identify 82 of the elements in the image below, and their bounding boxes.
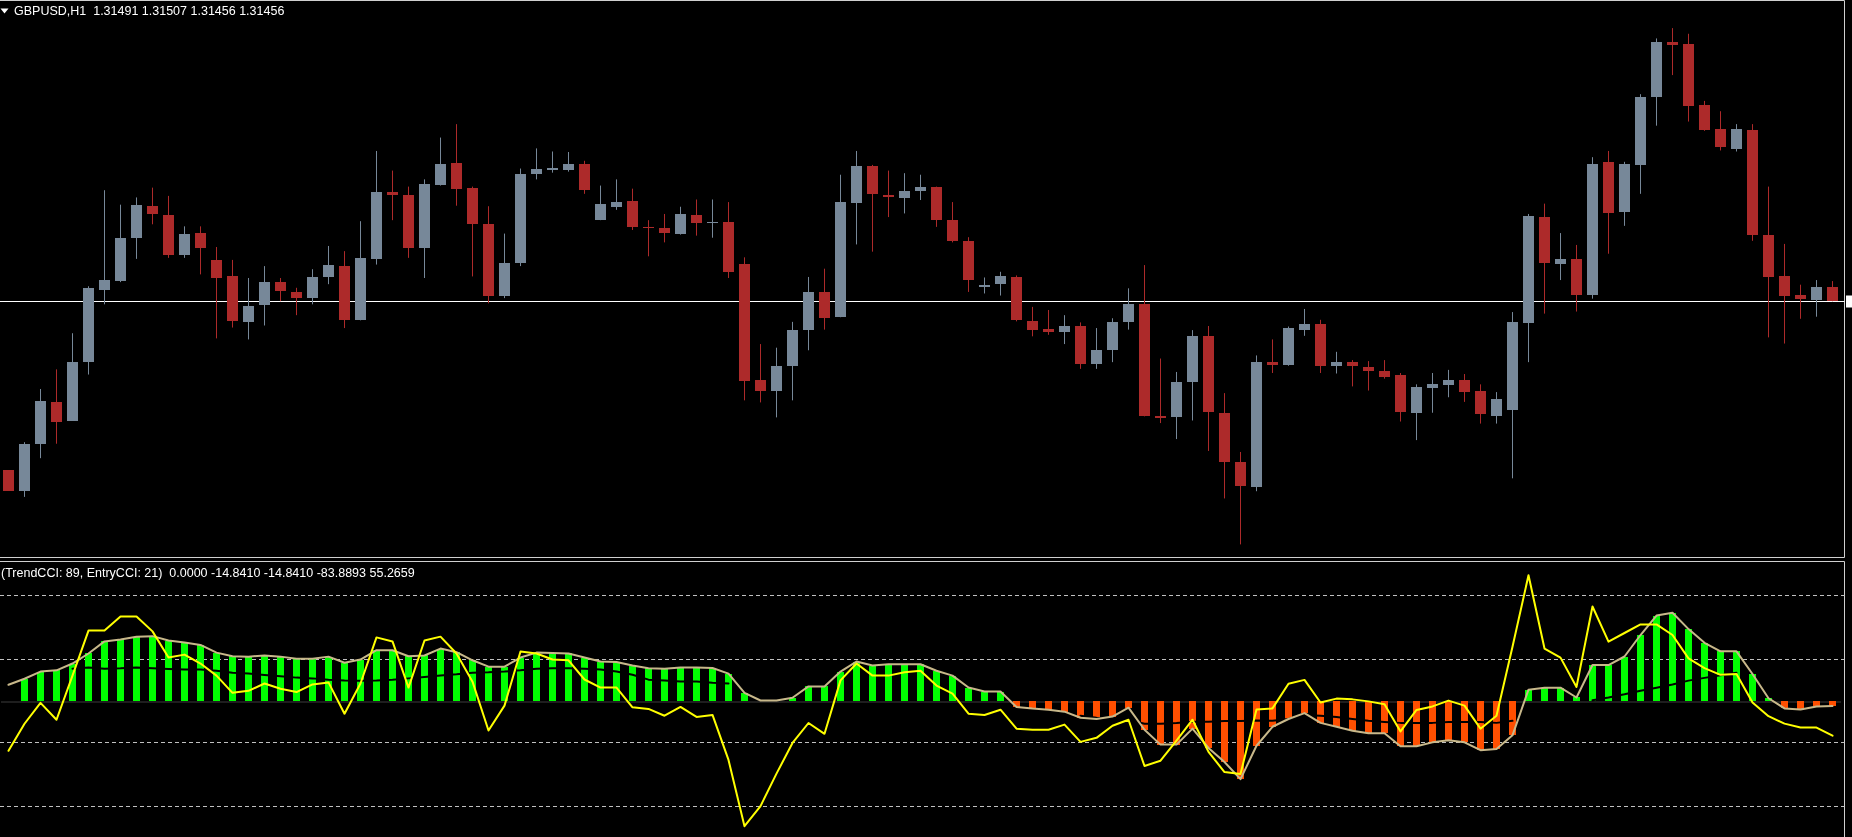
candlestick [179, 225, 190, 259]
candlestick [675, 206, 686, 236]
bar [372, 650, 381, 701]
candlestick [1731, 123, 1742, 152]
bar [868, 665, 877, 701]
bar [36, 671, 45, 701]
bar [644, 668, 653, 701]
candlestick [1059, 314, 1070, 345]
candlestick [1555, 232, 1566, 281]
candlestick [275, 277, 286, 302]
bar [420, 655, 429, 701]
bar [388, 650, 397, 701]
bar [180, 642, 189, 701]
bar [100, 641, 109, 701]
candlestick [1715, 110, 1726, 151]
candlestick [99, 189, 110, 305]
bar [1652, 615, 1661, 701]
bar [1716, 651, 1725, 701]
candlestick [435, 137, 446, 187]
candlestick [531, 147, 542, 180]
bar [1620, 656, 1629, 701]
candlestick [755, 343, 766, 403]
candlestick [51, 368, 62, 445]
candlestick [1027, 306, 1038, 337]
bar [964, 687, 973, 701]
candlestick [1459, 373, 1470, 403]
bar [532, 652, 541, 701]
bar [484, 666, 493, 701]
bar [1636, 635, 1645, 701]
bar [116, 639, 125, 701]
candlestick [899, 172, 910, 214]
chart-title: (TrendCCI: 89, EntryCCI: 21) 0.0000 -14.8410 -14.8410 -83.8893 55.2659 [1, 566, 415, 580]
candlestick [291, 287, 302, 316]
bar [132, 636, 141, 701]
candlestick [195, 225, 206, 275]
candlestick [691, 199, 702, 237]
candlestick [387, 170, 398, 221]
candlestick [3, 470, 14, 491]
candlestick [1123, 287, 1134, 331]
candlestick [1299, 308, 1310, 337]
chart-title: GBPUSD,H1 1.31491 1.31507 1.31456 1.31456 [14, 4, 285, 18]
candlestick [323, 245, 334, 285]
candlestick [1667, 27, 1678, 76]
candlestick [1491, 391, 1502, 425]
candlestick [563, 151, 574, 173]
candlestick [1091, 327, 1102, 370]
bar [820, 686, 829, 701]
candlestick [595, 185, 606, 221]
bar [1540, 687, 1549, 701]
bar [1300, 700, 1309, 714]
candlestick [1795, 284, 1806, 320]
bar [1604, 665, 1613, 701]
candlestick [1347, 359, 1358, 387]
bar [884, 664, 893, 701]
bar [20, 678, 29, 701]
bar [52, 670, 61, 701]
bar [340, 662, 349, 701]
candlestick [1811, 279, 1822, 318]
candlestick [947, 201, 958, 243]
candlestick [1779, 243, 1790, 345]
bar [1668, 612, 1677, 701]
candlestick [1043, 309, 1054, 336]
candlestick [995, 271, 1006, 297]
candlestick [547, 151, 558, 174]
candlestick [307, 268, 318, 305]
bar [1220, 700, 1229, 762]
candlestick [211, 246, 222, 339]
candlestick [659, 213, 670, 243]
candlestick [1331, 351, 1342, 374]
candlestick [243, 277, 254, 340]
candlestick [883, 170, 894, 218]
bar [900, 664, 909, 701]
bar [148, 636, 157, 701]
bar [84, 653, 93, 701]
bar [628, 665, 637, 701]
candlestick [1267, 338, 1278, 374]
bar [980, 691, 989, 701]
candlestick [259, 265, 270, 326]
candlestick [147, 187, 158, 225]
candlestick [1379, 359, 1390, 380]
bar [436, 648, 445, 701]
candlestick [1475, 383, 1486, 425]
